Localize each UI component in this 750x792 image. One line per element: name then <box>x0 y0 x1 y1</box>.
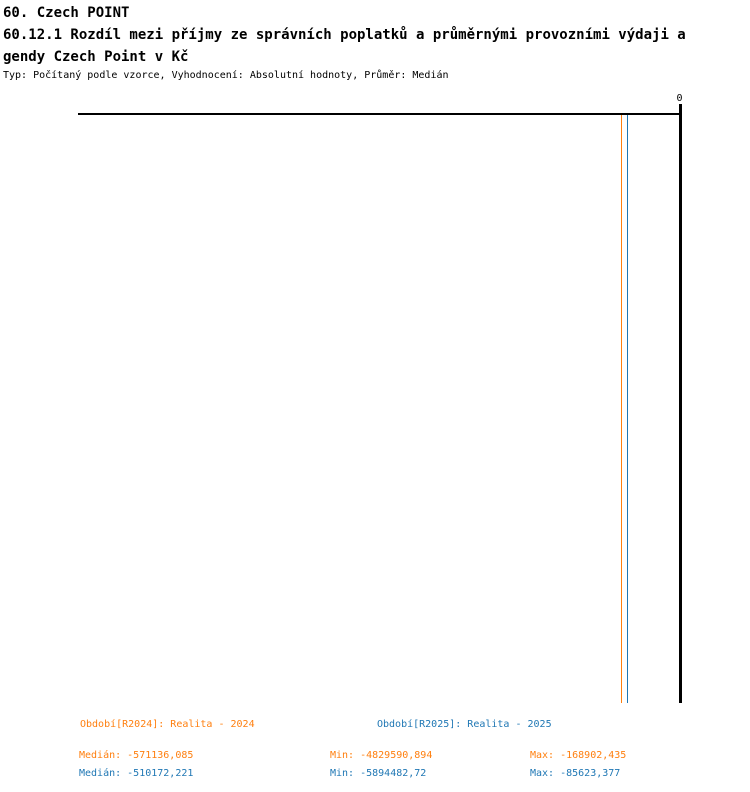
axis-top-line <box>78 113 682 115</box>
legend-period-2025: Období[R2025]: Realita - 2025 <box>377 719 552 730</box>
axis-zero-tick-label: 0 <box>676 93 683 104</box>
report-title-line-1: 60.12.1 Rozdíl mezi příjmy ze správních … <box>3 27 686 43</box>
legend-period-2024: Období[R2024]: Realita - 2024 <box>80 719 255 730</box>
axis-zero-line <box>679 104 682 703</box>
stat-median-2025: Medián: -510172,221 <box>79 768 194 779</box>
stat-max-2024: Max: -168902,435 <box>530 750 627 761</box>
stat-min-2025: Min: -5894482,72 <box>330 768 427 779</box>
median-line-2025 <box>626 115 629 703</box>
stat-median-2024: Medián: -571136,085 <box>79 750 194 761</box>
report-meta-line: Typ: Počítaný podle vzorce, Vyhodnocení:… <box>3 70 449 81</box>
stat-max-2025: Max: -85623,377 <box>530 768 621 779</box>
report-title-line-2: gendy Czech Point v Kč <box>3 49 189 65</box>
report-section-title: 60. Czech POINT <box>3 5 130 21</box>
median-line-2024 <box>620 115 623 703</box>
stat-min-2024: Min: -4829590,894 <box>330 750 433 761</box>
